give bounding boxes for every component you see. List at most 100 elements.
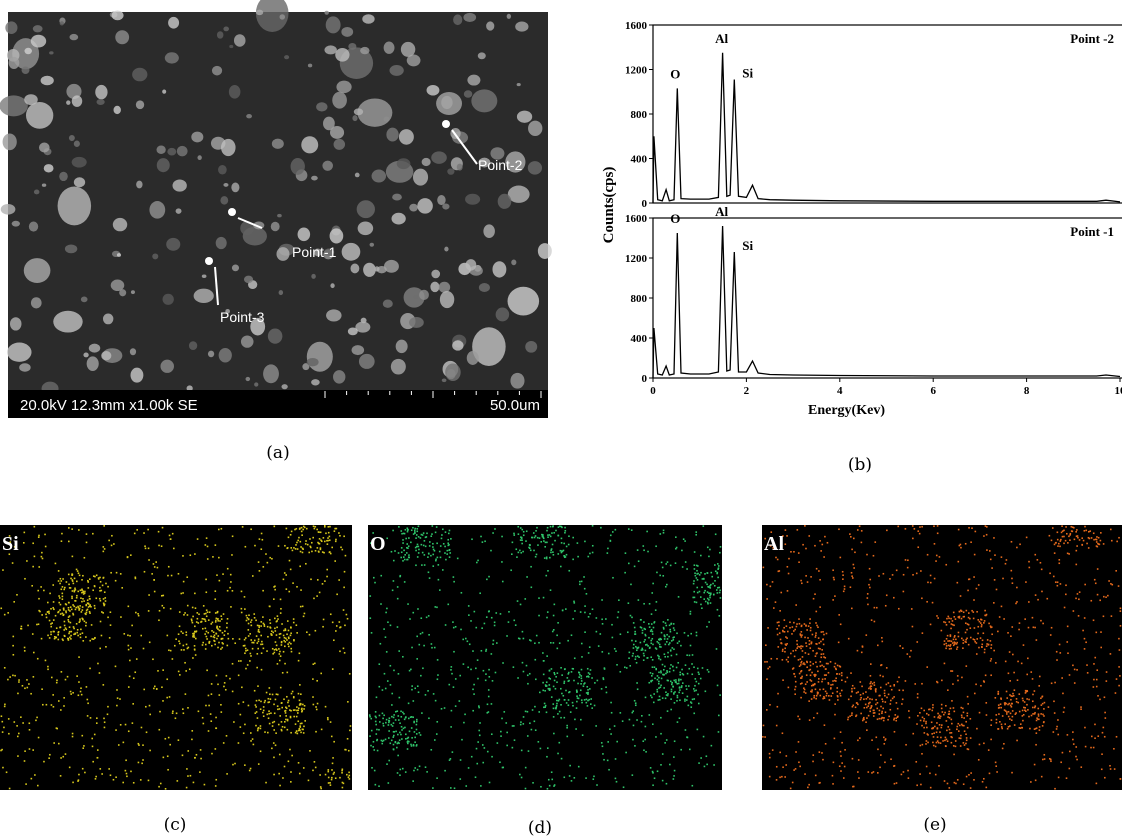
map-dot	[995, 765, 997, 767]
map-dot	[672, 686, 674, 688]
particle	[431, 270, 440, 279]
map-dot	[955, 746, 957, 748]
map-dot	[545, 705, 547, 707]
map-dot	[873, 771, 875, 773]
map-dot	[67, 638, 69, 640]
map-dot	[816, 666, 818, 668]
map-dot	[651, 675, 653, 677]
map-dot	[568, 673, 570, 675]
map-dot	[438, 564, 440, 566]
map-dot	[485, 649, 487, 651]
map-dot	[823, 666, 825, 668]
map-dot	[387, 680, 389, 682]
map-dot	[180, 593, 182, 595]
map-dot	[260, 621, 262, 623]
map-dot	[786, 755, 788, 757]
map-dot	[614, 725, 616, 727]
map-dot	[850, 695, 852, 697]
map-dot	[1081, 537, 1083, 539]
map-dot	[778, 621, 780, 623]
map-dot	[217, 618, 219, 620]
map-dot	[998, 704, 1000, 706]
particle	[19, 363, 30, 372]
map-dot	[1115, 692, 1117, 694]
map-dot	[293, 716, 295, 718]
map-dot	[649, 647, 651, 649]
map-dot	[676, 683, 678, 685]
map-dot	[476, 562, 478, 564]
map-dot	[262, 616, 264, 618]
map-dot	[634, 745, 636, 747]
map-dot	[223, 613, 225, 615]
map-dot	[391, 724, 393, 726]
map-dot	[807, 581, 809, 583]
map-dot	[522, 551, 524, 553]
map-dot	[47, 669, 49, 671]
map-dot	[869, 587, 871, 589]
map-dot	[292, 582, 294, 584]
map-dot	[1038, 713, 1040, 715]
map-dot	[217, 628, 219, 630]
map-dot	[777, 634, 779, 636]
map-dot	[461, 739, 463, 741]
map-dot	[384, 673, 386, 675]
map-dot	[284, 727, 286, 729]
map-dot	[60, 775, 62, 777]
map-dot	[847, 719, 849, 721]
map-dot	[841, 762, 843, 764]
map-dot	[832, 684, 834, 686]
map-dot	[383, 714, 385, 716]
map-dot	[818, 637, 820, 639]
map-dot	[889, 578, 891, 580]
y-tick-label: 0	[642, 373, 648, 385]
map-dot	[1035, 780, 1037, 782]
map-dot	[682, 682, 684, 684]
map-dot	[455, 705, 457, 707]
map-dot	[950, 708, 952, 710]
map-dot	[776, 779, 778, 781]
map-dot	[983, 778, 985, 780]
particle	[396, 340, 408, 353]
map-dot	[953, 745, 955, 747]
particle	[440, 291, 454, 308]
map-dot	[252, 648, 254, 650]
map-dot	[890, 758, 892, 760]
map-dot	[110, 774, 112, 776]
map-dot	[285, 712, 287, 714]
map-dot	[179, 611, 181, 613]
map-dot	[41, 688, 43, 690]
map-dot	[382, 718, 384, 720]
map-dot	[825, 668, 827, 670]
map-dot	[170, 538, 172, 540]
y-tick-label: 800	[631, 109, 648, 121]
map-dot	[951, 737, 953, 739]
map-dot	[472, 710, 474, 712]
map-dot	[851, 714, 853, 716]
map-dot	[1011, 706, 1013, 708]
map-dot	[51, 704, 53, 706]
map-dot	[1118, 537, 1120, 539]
particle	[370, 243, 374, 247]
map-dot	[1101, 753, 1103, 755]
map-dot	[547, 536, 549, 538]
map-dot	[281, 721, 283, 723]
map-dot	[703, 578, 705, 580]
map-dot	[615, 529, 617, 531]
map-dot	[281, 642, 283, 644]
map-dot	[957, 675, 959, 677]
map-dot	[323, 552, 325, 554]
particle	[44, 164, 54, 172]
map-dot	[793, 630, 795, 632]
map-dot	[1012, 654, 1014, 656]
map-dot	[654, 777, 656, 779]
map-dot	[441, 534, 443, 536]
map-dot	[483, 670, 485, 672]
map-dot	[263, 715, 265, 717]
map-dot	[48, 757, 50, 759]
map-dot	[666, 739, 668, 741]
map-dot	[540, 748, 542, 750]
map-dot	[678, 596, 680, 598]
map-dot	[306, 528, 308, 530]
map-dot	[305, 563, 307, 565]
map-dot	[221, 711, 223, 713]
